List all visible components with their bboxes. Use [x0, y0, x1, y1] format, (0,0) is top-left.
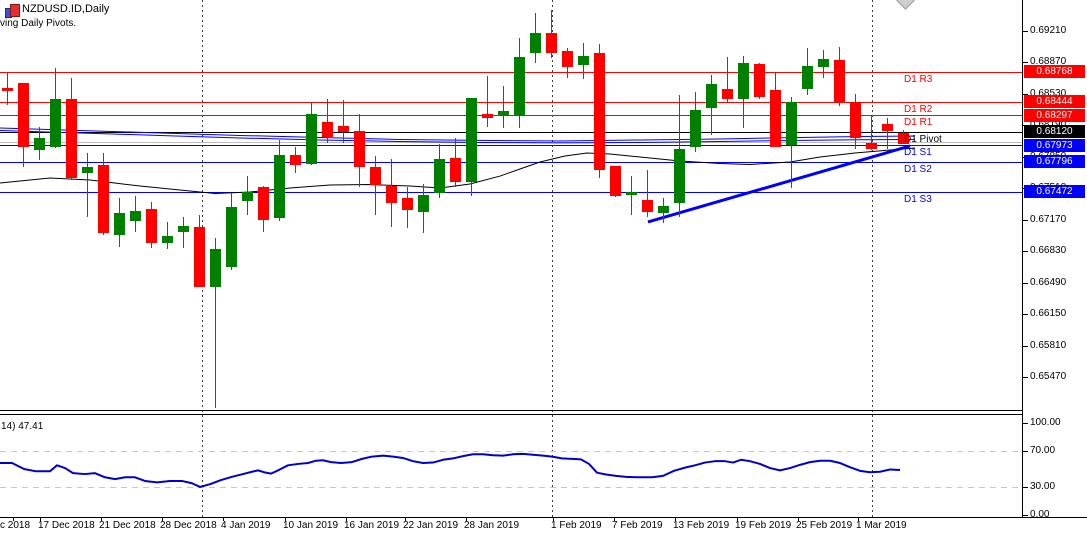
candle-body-bull — [786, 101, 797, 145]
candle-body-bear — [482, 113, 493, 118]
black-ma-line — [0, 147, 916, 195]
candle-body-bull — [466, 97, 477, 182]
candle-body-bull — [210, 249, 221, 288]
candle-body-bull — [274, 154, 285, 218]
candle-body-bull — [530, 33, 541, 54]
candle-body-bear — [562, 50, 573, 67]
candle-body-bull — [626, 191, 637, 196]
candle-body-bull — [82, 166, 93, 173]
candle-body-bull — [178, 226, 189, 233]
candle-body-bear — [338, 126, 349, 133]
candle-body-bull — [306, 113, 317, 164]
candle-body-bear — [546, 33, 557, 54]
candle-body-bear — [402, 197, 413, 211]
candle-body-bear — [866, 143, 877, 149]
blue-ma-fast-line — [0, 127, 916, 142]
candle-body-bull — [114, 212, 125, 235]
candle-body-bear — [834, 60, 845, 102]
candle-body-bear — [850, 102, 861, 138]
candle-body-bull — [50, 98, 61, 148]
candle-body-bear — [66, 98, 77, 178]
blue-ma-slow-line — [0, 129, 916, 144]
candle-body-bear — [642, 200, 653, 212]
candle-body-bear — [194, 227, 205, 288]
candle-body-bear — [146, 208, 157, 244]
candle-body-bull — [162, 235, 173, 244]
candle-body-bear — [370, 166, 381, 185]
candle-body-bear — [450, 157, 461, 182]
candle-body-bull — [226, 207, 237, 267]
candle-body-bear — [610, 165, 621, 197]
candle-body-bull — [658, 206, 669, 213]
candle-body-bear — [882, 123, 893, 131]
rsi-line — [0, 452, 901, 488]
candle-body-bear — [258, 186, 269, 220]
candle-body-bull — [738, 63, 749, 99]
candle-body-bull — [706, 84, 717, 108]
candle-body-bull — [418, 195, 429, 212]
candle-body-bull — [674, 148, 685, 203]
candle-body-bull — [802, 65, 813, 90]
candle-body-bull — [498, 111, 509, 117]
candle-body-bear — [594, 53, 605, 170]
candle-body-bull — [34, 137, 45, 150]
candle-body-bear — [290, 154, 301, 165]
candle-body-bear — [722, 89, 733, 99]
candle-body-bear — [18, 82, 29, 148]
candle-body-bear — [770, 90, 781, 148]
candle-body-bull — [818, 59, 829, 67]
candle-body-bull — [690, 110, 701, 148]
candle-body-bull — [434, 158, 445, 193]
candle-body-bull — [130, 211, 141, 222]
candle-body-bear — [754, 64, 765, 97]
candle-body-bull — [242, 191, 253, 202]
candle-body-bear — [98, 164, 109, 234]
candle-body-bull — [514, 56, 525, 115]
candle-body-bear — [898, 133, 909, 144]
candle-body-bear — [2, 87, 13, 91]
trend-line — [647, 144, 911, 224]
candle-body-bear — [386, 185, 397, 203]
candle-body-bull — [578, 55, 589, 66]
candle-body-bear — [354, 131, 365, 167]
candle-body-bear — [322, 122, 333, 138]
